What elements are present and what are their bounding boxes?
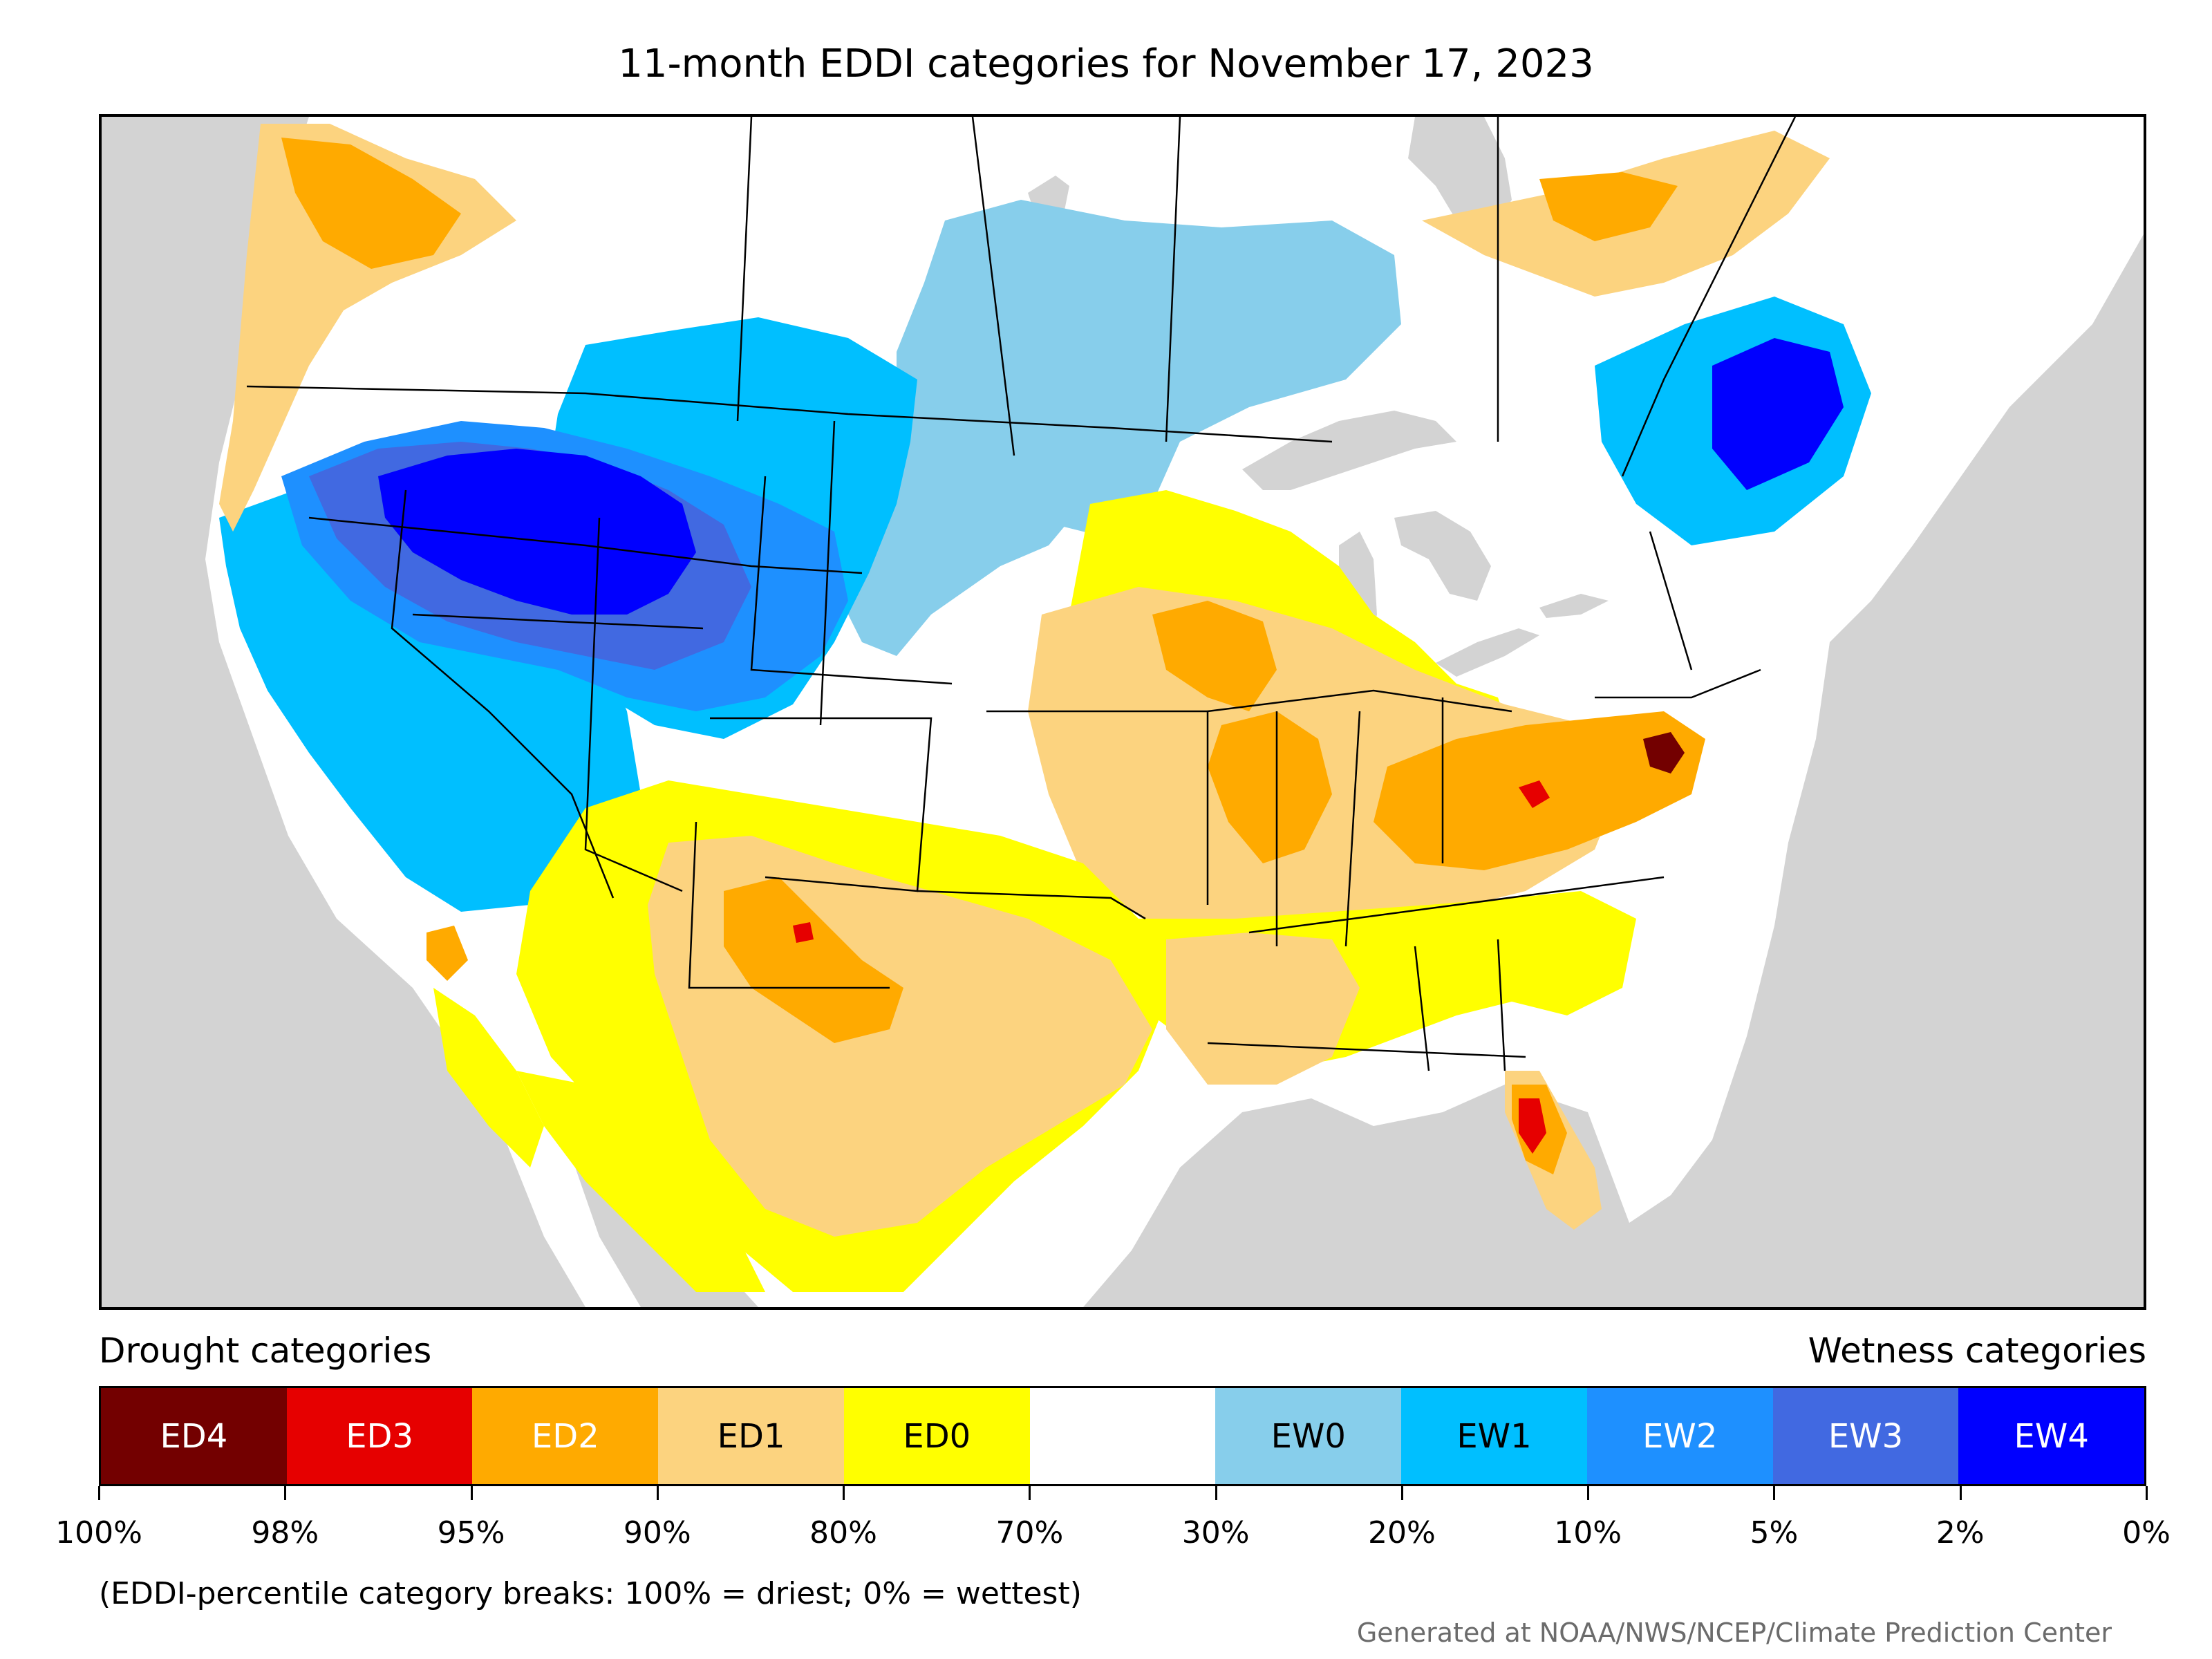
colorbar-tick — [2146, 1486, 2148, 1500]
colorbar-tick-label: 95% — [437, 1515, 505, 1550]
colorbar-tick-label: 5% — [1750, 1515, 1799, 1550]
colorbar-tick-label: 100% — [55, 1515, 142, 1550]
state-line-iowa-illinois — [1207, 689, 1512, 713]
category-swatch-ew0: EW0 — [1215, 1388, 1402, 1484]
james-bay — [1408, 117, 1512, 234]
state-line-new-mexico — [688, 821, 890, 989]
colorbar-tick-label: 70% — [995, 1515, 1064, 1550]
region-great-basin-northern-rockies — [378, 449, 696, 615]
state-line-utah — [584, 517, 683, 892]
colorbar-tick — [1400, 1486, 1403, 1500]
state-line-tennessee — [1248, 876, 1665, 934]
region-missouri-ed2 — [1208, 711, 1332, 863]
province-line-saskatchewan — [971, 117, 1015, 456]
region-quebec-new-england — [1712, 338, 1844, 490]
region-baja — [433, 988, 544, 1168]
colorbar-ticks — [98, 1486, 2148, 1514]
colorbar-tick — [284, 1486, 287, 1500]
region-california-south-ed2 — [427, 926, 468, 981]
state-line-oregon-idaho — [308, 516, 863, 574]
us-canada-border — [246, 385, 1333, 443]
state-line-indiana — [1344, 711, 1361, 947]
region-virginia-hotspot — [1643, 732, 1685, 774]
state-line-montana-dakotas — [819, 420, 836, 726]
colorbar-tick — [1215, 1486, 1217, 1500]
province-line-manitoba — [1165, 117, 1181, 442]
region-corn-belt-ed2 — [1152, 601, 1277, 711]
colorbar-tick — [1959, 1486, 1962, 1500]
colorbar-tick — [1587, 1486, 1590, 1500]
category-regions — [219, 124, 1871, 1292]
province-line-alberta — [736, 117, 753, 422]
colorbar-tick — [1029, 1486, 1031, 1500]
category-swatch-ed1: ED1 — [658, 1388, 844, 1484]
colorbar-tick-label: 0% — [2122, 1515, 2171, 1550]
colorbar-tick-label: 20% — [1368, 1515, 1436, 1550]
region-new-mexico-west-texas — [724, 877, 903, 1043]
region-british-columbia-interior — [281, 138, 461, 269]
page-title: 11-month EDDI categories for November 17… — [618, 41, 1594, 86]
category-colorbar: ED4 ED3 ED2 ED1 ED0 EW0 EW1 EW2 EW3 EW4 — [99, 1386, 2146, 1486]
region-ontario-north-ed2 — [1539, 172, 1678, 241]
colorbar-tick-label: 2% — [1936, 1515, 1985, 1550]
lake-huron — [1394, 511, 1491, 601]
province-line-quebec — [1621, 117, 1797, 477]
state-line-gulf — [1207, 1042, 1526, 1058]
political-boundaries — [246, 117, 1797, 1071]
state-line-wyoming — [750, 476, 953, 685]
state-line-georgia — [1497, 939, 1506, 1071]
colorbar-tick-label: 30% — [1181, 1515, 1250, 1550]
colorbar-tick-label: 80% — [809, 1515, 877, 1550]
state-line-alabama — [1414, 946, 1430, 1071]
colorbar-tick-labels: 100% 98% 95% 90% 80% 70% 30% 20% 10% 5% 2% 0% — [55, 1515, 2171, 1557]
lake-ontario — [1539, 594, 1609, 618]
eddi-map — [205, 117, 2144, 1307]
state-line-42n — [412, 613, 704, 630]
colorbar-tick-label: 90% — [623, 1515, 691, 1550]
category-swatch-normal — [1029, 1388, 1216, 1484]
category-swatch-ed3: ED3 — [286, 1388, 473, 1484]
region-new-mexico-ed3 — [793, 922, 814, 943]
lake-superior — [1242, 411, 1456, 490]
state-line-pennsylvania — [1595, 668, 1761, 699]
colorbar-tick — [656, 1486, 659, 1500]
wetness-categories-heading: Wetness categories — [1808, 1331, 2146, 1371]
region-kentucky-ed3 — [1519, 780, 1550, 808]
category-swatch-ed2: ED2 — [472, 1388, 659, 1484]
region-northern-mexico — [516, 1071, 765, 1292]
category-swatch-ew1: EW1 — [1401, 1388, 1587, 1484]
colorbar-tick — [843, 1486, 845, 1500]
category-swatch-ew4: EW4 — [1958, 1388, 2145, 1484]
map-frame — [99, 114, 2146, 1310]
colorbar-tick — [98, 1486, 100, 1500]
lake-erie — [1436, 628, 1539, 677]
region-lower-mississippi-ed1 — [1166, 932, 1360, 1085]
credit-line: Generated at NOAA/NWS/NCEP/Climate Predi… — [1356, 1618, 2112, 1648]
category-swatch-ew2: EW2 — [1586, 1388, 1773, 1484]
category-swatch-ed0: ED0 — [843, 1388, 1030, 1484]
state-line-oklahoma — [917, 890, 1146, 920]
drought-categories-heading: Drought categories — [99, 1331, 432, 1371]
state-line-new-york — [1649, 531, 1693, 671]
colorbar-tick-label: 10% — [1554, 1515, 1622, 1550]
colorbar-tick — [1773, 1486, 1776, 1500]
colorbar-tick — [470, 1486, 473, 1500]
colorbar-tick-label: 98% — [251, 1515, 319, 1550]
category-swatch-ew3: EW3 — [1772, 1388, 1959, 1484]
region-florida-hotspot — [1519, 1098, 1546, 1154]
percentile-note: (EDDI-percentile category breaks: 100% =… — [99, 1576, 1082, 1611]
category-swatch-ed4: ED4 — [101, 1388, 287, 1484]
